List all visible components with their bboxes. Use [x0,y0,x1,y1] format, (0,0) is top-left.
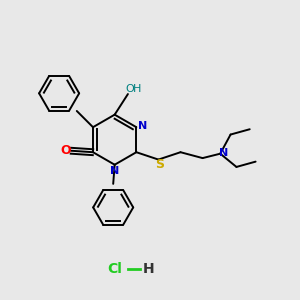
Text: N: N [138,121,147,131]
Text: S: S [155,158,164,171]
Text: Cl: Cl [107,262,122,276]
Text: O: O [125,84,134,94]
Text: H: H [133,84,142,94]
Text: N: N [110,166,119,176]
Text: O: O [60,144,71,157]
Text: H: H [143,262,154,276]
Text: N: N [219,148,228,158]
